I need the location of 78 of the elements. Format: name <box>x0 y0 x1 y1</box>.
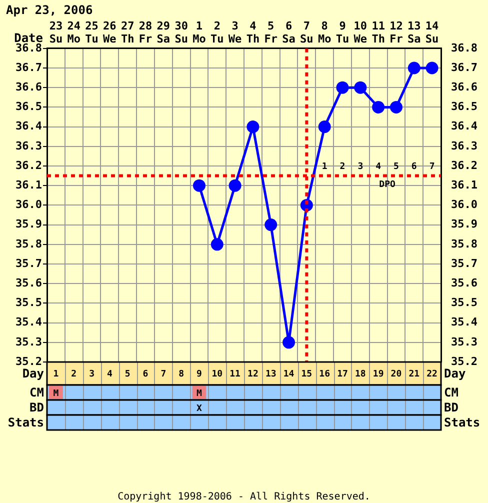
y2-tick-label: 36.6 <box>451 80 478 94</box>
y2-tick-label: 35.6 <box>451 276 478 290</box>
y-tick-label: 36.1 <box>16 178 42 192</box>
text: CM <box>444 386 458 400</box>
x-tick-label: 26 We <box>103 19 117 46</box>
text: 1 2 3 4 5 6 7 8 9 10 11 12 13 14 15 16 17 18 19 20 21 22 <box>53 369 438 380</box>
text: X <box>196 404 203 414</box>
x-tick-label: 24 Mo <box>67 19 81 46</box>
y-tick-label: 36.5 <box>16 100 42 114</box>
x-tick-label: 28 Fr <box>138 19 152 46</box>
text: Stats <box>8 416 44 430</box>
y2-tick-label: 35.5 <box>451 296 478 310</box>
annotation: 7 <box>429 162 435 172</box>
chart-title: Apr 23, 2006 <box>6 3 93 18</box>
x-tick-label: 9 Tu <box>336 19 350 46</box>
x-tick-label: 27 Th <box>120 19 134 46</box>
text: Day <box>444 366 466 381</box>
y-tick-label: 36.0 <box>16 198 42 212</box>
text: BD <box>30 400 44 415</box>
y-tick-label: 35.9 <box>16 218 42 231</box>
x-tick-label: 7 Su <box>300 19 314 46</box>
annotation: DPO <box>379 180 396 190</box>
x-tick-label: 14 Su <box>425 19 440 46</box>
annotation: 5 <box>394 162 399 172</box>
annotation: 3 <box>358 162 364 172</box>
x-tick-label: 11 Th <box>372 19 386 46</box>
y2-tick-label: 36.3 <box>451 139 478 152</box>
text: CM <box>30 386 44 400</box>
annotation: 1 <box>322 162 328 172</box>
x-tick-label: 10 We <box>354 19 368 46</box>
x-tick-label: 23 Su <box>49 19 63 46</box>
x-tick-label: 8 Mo <box>318 19 332 46</box>
y2-tick-label: 36.0 <box>451 198 478 212</box>
x-tick-label: 1 Mo <box>192 19 206 46</box>
text: M <box>53 388 60 399</box>
y-tick-label: 35.7 <box>16 256 42 270</box>
y-tick-label: 35.6 <box>16 276 42 290</box>
y-tick-label: 36.2 <box>16 158 42 172</box>
y2-tick-label: 36.7 <box>451 60 478 74</box>
y-tick-label: 35.8 <box>16 237 42 250</box>
y2-tick-label: 36.1 <box>451 178 478 192</box>
x-tick-label: 30 Su <box>174 19 188 46</box>
y2-tick-label: 36.4 <box>451 120 478 133</box>
y-tick-label: 36.6 <box>16 80 42 94</box>
annotation: 4 <box>376 162 382 172</box>
y-tick-label: 36.4 <box>16 120 42 133</box>
y2-tick-label: 36.5 <box>451 100 478 114</box>
x-tick-label: 25 Tu <box>85 19 98 46</box>
x-tick-label: 4 Th <box>246 19 260 46</box>
annotation: 6 <box>411 162 417 172</box>
x-tick-label: 13 Sa <box>408 19 421 46</box>
y-tick-label: 35.5 <box>16 296 42 310</box>
y2-tick-label: 36.2 <box>451 158 478 172</box>
y2-tick-label: 35.2 <box>451 354 478 368</box>
x-tick-label: 3 We <box>228 19 242 46</box>
x-tick-label: 2 Tu <box>210 19 224 46</box>
text: M <box>196 388 203 399</box>
annotation: 2 <box>340 162 346 172</box>
text: Stats <box>444 416 480 430</box>
y-tick-label: 36.8 <box>16 41 42 54</box>
y-tick-label: 35.4 <box>16 316 42 329</box>
y2-tick-label: 35.8 <box>451 237 478 250</box>
y2-tick-label: 35.7 <box>451 256 478 270</box>
y2-tick-label: 35.4 <box>451 316 478 329</box>
x-tick-label: 6 Sa <box>282 19 296 46</box>
y-tick-label: 35.3 <box>16 335 42 348</box>
x-tick-label: 12 Fr <box>390 19 404 46</box>
text: Copyright 1998-2006 - All Rights Reserved. <box>118 492 370 503</box>
y2-tick-label: 35.9 <box>451 218 478 231</box>
y2-tick-label: 35.3 <box>451 335 478 348</box>
y-tick-label: 36.3 <box>16 139 42 152</box>
x-tick-label: 29 Sa <box>156 19 170 46</box>
text: Day <box>22 366 44 381</box>
x-tick-label: 5 Fr <box>264 19 278 46</box>
y2-tick-label: 36.8 <box>451 41 478 54</box>
text: BD <box>444 400 458 415</box>
y-tick-label: 35.2 <box>16 354 42 368</box>
y-tick-label: 36.7 <box>16 60 42 74</box>
